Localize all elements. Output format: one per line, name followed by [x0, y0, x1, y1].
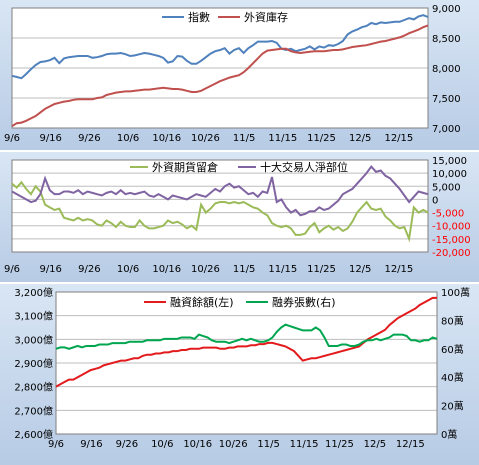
x-tick-label: 11/25 — [307, 264, 336, 275]
y-tick-label: -15,000 — [432, 235, 471, 246]
y-tick-label: 0 — [432, 195, 438, 206]
x-tick-label: 9/16 — [39, 264, 61, 275]
y-tick-label: 10,000 — [432, 169, 467, 180]
legend-label: 十大交易人淨部位 — [260, 160, 348, 174]
x-tick-label: 12/5 — [349, 264, 371, 275]
y-right-tick-label: 60萬 — [441, 343, 464, 356]
x-tick-label: 9/6 — [4, 133, 20, 144]
index-chart-svg: 7,000 7,500 8,000 8,500 9,000 9/6 9/16 9/26 10/6… — [4, 4, 461, 144]
y-left-tick-label: 3,100億 — [14, 310, 53, 323]
plot-border — [11, 159, 429, 253]
y-left-tick-label: 2,900億 — [14, 357, 53, 370]
margin-chart-svg: 3,200億 3,100億 3,000億 2,900億 2,800億 2,700億 2,60… — [14, 286, 470, 450]
y-right-tick-label: 0萬 — [441, 428, 457, 441]
x-tick-label: 11/25 — [325, 439, 354, 450]
series-line-1 — [11, 14, 429, 80]
x-tick-label: 10/26 — [219, 439, 248, 450]
x-tick-label: 9/6 — [4, 264, 20, 275]
y-left-tick-label: 2,800億 — [14, 381, 53, 394]
legend-label: 指數 — [188, 10, 210, 24]
x-tick-label: 10/16 — [152, 133, 181, 144]
y-tick-label: 5,000 — [432, 182, 461, 193]
x-tick-label: 12/5 — [349, 133, 371, 144]
y-tick-label: 7,000 — [432, 124, 461, 135]
y-right-tick-label: 20萬 — [441, 400, 464, 413]
x-tick-label: 10/6 — [117, 133, 139, 144]
y-left-tick-label: 3,200億 — [14, 286, 53, 299]
series-line-1 — [11, 180, 429, 243]
y-left-tick-label: 2,600億 — [14, 428, 53, 441]
series-line-2 — [11, 24, 429, 128]
y-right-tick-label: 80萬 — [441, 314, 464, 327]
legend-label: 融券張數(右) — [272, 295, 336, 309]
chart-panel-futures: 15,000 10,000 5,000 0 -5,000 -10,000 -15,000 -2… — [0, 152, 479, 282]
x-tick-label: 9/16 — [39, 133, 61, 144]
x-tick-label: 9/26 — [116, 439, 138, 450]
x-tick-label: 10/6 — [117, 264, 139, 275]
x-tick-label: 9/16 — [80, 439, 102, 450]
plot-border — [55, 291, 438, 435]
y-tick-label: -20,000 — [432, 248, 471, 259]
x-tick-label: 11/5 — [233, 133, 255, 144]
series-line-1 — [55, 296, 437, 388]
plot-area — [12, 160, 428, 252]
y-left-tick-label: 2,700億 — [14, 404, 53, 417]
x-tick-label: 11/25 — [307, 133, 336, 144]
legend-label: 外資庫存 — [244, 10, 288, 24]
futures-chart-svg: 15,000 10,000 5,000 0 -5,000 -10,000 -15,000 -2… — [4, 156, 471, 275]
y-tick-label: -10,000 — [432, 222, 471, 233]
x-tick-label: 12/15 — [384, 264, 413, 275]
x-tick-label: 12/5 — [364, 439, 386, 450]
y-tick-label: 8,000 — [432, 64, 461, 75]
x-tick-label: 9/6 — [48, 439, 64, 450]
x-tick-label: 12/15 — [396, 439, 425, 450]
x-tick-label: 10/16 — [152, 264, 181, 275]
y-tick-label: 7,500 — [432, 94, 461, 105]
series-line-2 — [11, 164, 429, 217]
y-right-tick-label: 40萬 — [441, 371, 464, 384]
x-tick-label: 10/26 — [191, 133, 220, 144]
legend-label: 外資期貨留倉 — [152, 160, 218, 174]
x-tick-label: 10/26 — [191, 264, 220, 275]
x-tick-label: 10/6 — [151, 439, 173, 450]
series-line-2 — [55, 323, 438, 350]
y-left-tick-label: 3,000億 — [14, 333, 53, 346]
chart-panel-margin: 3,200億 3,100億 3,000億 2,900億 2,800億 2,700億 2,60… — [0, 284, 479, 465]
x-tick-label: 12/15 — [384, 133, 413, 144]
x-tick-label: 9/26 — [78, 264, 100, 275]
y-tick-label: 15,000 — [432, 156, 467, 167]
x-tick-label: 11/5 — [257, 439, 279, 450]
y-tick-label: 8,500 — [432, 34, 461, 45]
x-tick-label: 11/15 — [268, 133, 297, 144]
x-tick-label: 10/16 — [183, 439, 212, 450]
y-tick-label: 9,000 — [432, 4, 461, 15]
x-tick-label: 11/15 — [268, 264, 297, 275]
x-tick-label: 9/26 — [78, 133, 100, 144]
plot-border — [11, 7, 429, 129]
legend-label: 融資餘額(左) — [170, 295, 234, 309]
x-tick-label: 11/5 — [233, 264, 255, 275]
y-tick-label: -5,000 — [432, 209, 464, 220]
x-tick-label: 11/15 — [290, 439, 319, 450]
chart-panel-index: 7,000 7,500 8,000 8,500 9,000 9/6 9/16 9/26 10/6… — [0, 0, 479, 150]
y-right-tick-label: 100萬 — [441, 286, 470, 299]
